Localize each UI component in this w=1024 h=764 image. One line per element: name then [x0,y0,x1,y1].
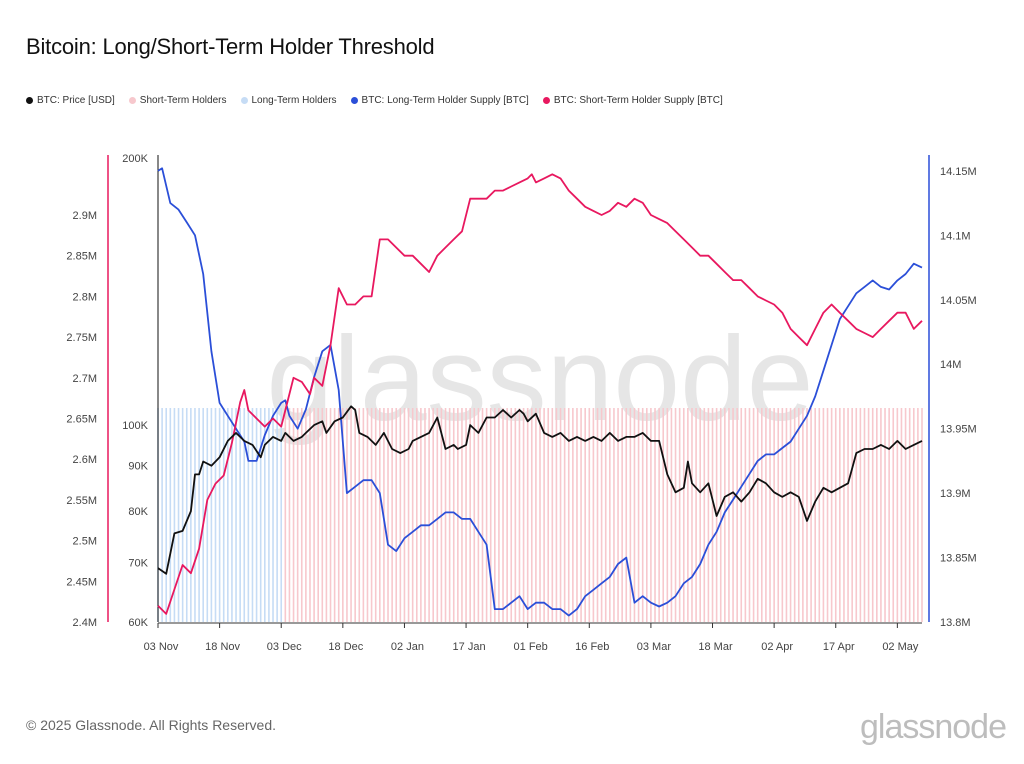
legend-item-price[interactable]: BTC: Price [USD] [26,95,115,106]
x-axis-tick-label: 03 Mar [637,641,672,653]
lth-axis-tick-label: 14.15M [940,166,977,178]
sth-axis-tick-label: 2.6M [73,454,97,466]
lth-axis-tick-label: 13.8M [940,617,971,629]
x-axis-tick-label: 17 Apr [823,641,855,653]
sth-axis-tick-label: 2.7M [73,373,97,385]
lth-axis-tick-label: 14M [940,359,961,371]
sth-axis-tick-label: 2.85M [66,251,97,263]
sth-axis-tick-label: 2.45M [66,576,97,588]
legend-item-long-term-holders[interactable]: Long-Term Holders [240,95,337,106]
legend-dot-icon [350,97,358,104]
price-axis-tick-label: 90K [128,461,148,473]
price-axis-tick-label: 80K [128,506,148,518]
x-axis-tick-label: 02 Apr [761,641,793,653]
sth-axis-tick-label: 2.75M [66,332,97,344]
sth-supply-series-line [157,173,923,615]
x-axis-tick-label: 18 Mar [698,641,733,653]
lth-supply-series-line [157,167,923,617]
legend-dot-icon [240,97,248,104]
legend-label: Long-Term Holders [251,95,337,106]
chart: glassnode2.4M2.45M2.5M2.55M2.6M2.65M2.7M… [66,153,977,653]
sth-axis-tick-label: 2.4M [73,617,97,629]
chart-title: Bitcoin: Long/Short-Term Holder Threshol… [26,34,435,59]
x-axis-tick-label: 03 Nov [144,641,179,653]
legend-label: BTC: Short-Term Holder Supply [BTC] [553,95,723,106]
legend: BTC: Price [USD] Short-Term Holders Long… [26,95,723,106]
legend-label: BTC: Price [USD] [37,95,115,106]
price-axis-tick-label: 100K [122,420,148,432]
x-axis-tick-label: 01 Feb [514,641,548,653]
brand-logo: glassnode [859,708,1007,746]
legend-dot-icon [128,97,136,104]
sth-axis-tick-label: 2.65M [66,413,97,425]
price-series-line [157,405,923,575]
x-axis-tick-label: 18 Nov [205,641,240,653]
sth-axis-tick-label: 2.5M [73,536,97,548]
x-axis-tick-label: 02 Jan [391,641,424,653]
lth-axis-tick-label: 14.05M [940,295,977,307]
legend-item-short-term-holders[interactable]: Short-Term Holders [128,95,227,106]
sth-axis-tick-label: 2.9M [73,210,97,222]
copyright: © 2025 Glassnode. All Rights Reserved. [26,717,277,733]
x-axis-tick-label: 16 Feb [575,641,609,653]
x-axis-tick-label: 02 May [882,641,919,653]
legend-item-lth-supply[interactable]: BTC: Long-Term Holder Supply [BTC] [350,95,529,106]
lth-axis-tick-label: 13.85M [940,553,977,565]
legend-label: BTC: Long-Term Holder Supply [BTC] [361,95,529,106]
price-axis-tick-label: 60K [128,617,148,629]
x-axis-tick-label: 03 Dec [267,641,302,653]
x-axis-tick-label: 18 Dec [328,641,363,653]
lth-axis-tick-label: 13.9M [940,488,971,500]
price-axis-tick-label: 200K [122,153,148,165]
price-axis-tick-label: 70K [128,558,148,570]
lth-axis-tick-label: 14.1M [940,230,971,242]
sth-axis-tick-label: 2.8M [73,291,97,303]
x-axis-tick-label: 17 Jan [453,641,486,653]
sth-axis-tick-label: 2.55M [66,495,97,507]
lth-axis-tick-label: 13.95M [940,424,977,436]
legend-item-sth-supply[interactable]: BTC: Short-Term Holder Supply [BTC] [542,95,723,106]
legend-dot-icon [26,97,33,104]
legend-dot-icon [542,97,550,104]
legend-label: Short-Term Holders [139,95,227,106]
